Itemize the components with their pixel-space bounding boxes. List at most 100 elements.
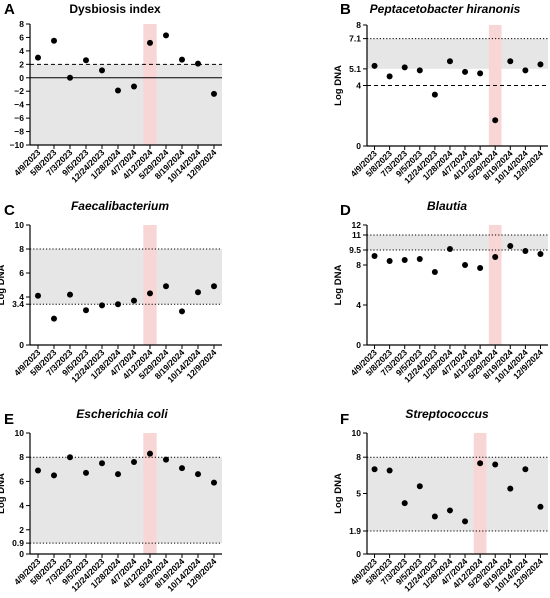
data-point xyxy=(401,500,408,507)
panel-e: 00.92468104/9/20235/8/20237/3/20239/5/20… xyxy=(0,407,222,593)
y-tick-label: −2 xyxy=(14,86,24,96)
panel-title: Streptococcus xyxy=(405,407,489,421)
data-point xyxy=(431,269,438,275)
data-point xyxy=(522,466,529,473)
reference-range-band xyxy=(30,457,222,544)
panel-letter: E xyxy=(4,411,14,428)
y-tick-label: 1.9 xyxy=(349,526,361,536)
y-tick-label: 0 xyxy=(19,340,24,350)
y-axis-label: Log DNA xyxy=(0,473,7,514)
data-point xyxy=(492,254,499,260)
data-point xyxy=(179,465,185,472)
y-tick-label: 9.5 xyxy=(349,245,361,255)
y-tick-label: 2 xyxy=(19,525,24,535)
reference-range-band xyxy=(30,249,222,305)
data-point xyxy=(462,518,469,525)
data-point xyxy=(163,456,169,463)
data-point xyxy=(163,32,169,39)
data-point xyxy=(416,256,423,262)
data-point xyxy=(386,467,393,474)
reference-range-band xyxy=(30,64,222,145)
panel-b: 045.17.184/9/20235/8/20237/3/20239/5/202… xyxy=(333,1,548,185)
panel-title: Faecalibacterium xyxy=(71,199,169,213)
data-point xyxy=(371,466,378,473)
y-tick-label: 8 xyxy=(19,244,24,254)
y-tick-label: 8 xyxy=(356,452,361,462)
highlight-band xyxy=(143,24,157,145)
y-tick-label: 0 xyxy=(356,141,361,151)
data-point xyxy=(115,301,121,308)
data-point xyxy=(211,479,217,486)
data-point xyxy=(371,253,378,259)
data-point xyxy=(99,302,105,309)
data-point xyxy=(115,87,121,94)
data-point xyxy=(131,83,137,90)
y-tick-label: 0.9 xyxy=(12,538,24,548)
y-tick-label: 4 xyxy=(19,501,24,511)
data-point xyxy=(99,67,105,74)
data-point xyxy=(115,471,121,478)
highlight-band xyxy=(488,225,502,345)
highlight-band xyxy=(143,433,157,554)
y-axis-label: Log DNA xyxy=(0,265,7,306)
data-point xyxy=(147,450,153,457)
y-tick-label: 11 xyxy=(352,230,361,240)
data-point xyxy=(211,90,217,97)
y-tick-label: 4 xyxy=(19,292,24,302)
data-point xyxy=(35,54,41,61)
panel-letter: D xyxy=(340,202,351,219)
panel-title: Blautia xyxy=(427,199,467,213)
data-point xyxy=(416,67,423,74)
data-point xyxy=(67,74,73,81)
y-tick-label: −10 xyxy=(10,140,25,150)
y-tick-label: 8 xyxy=(356,260,361,270)
data-point xyxy=(147,290,153,297)
y-tick-label: 0 xyxy=(19,73,24,83)
panel-f: 01.958104/9/20235/8/20237/3/20239/5/2023… xyxy=(333,407,548,593)
data-point xyxy=(477,460,484,467)
y-tick-label: −8 xyxy=(14,127,24,137)
data-point xyxy=(537,503,544,510)
y-tick-label: 0 xyxy=(356,549,361,559)
panel-d: 0489.511124/9/20235/8/20237/3/20239/5/20… xyxy=(333,199,548,384)
panel-a: −10−8−6−4−2024684/9/20235/8/20237/3/2023… xyxy=(4,1,222,184)
y-tick-label: 4 xyxy=(356,300,361,310)
data-point xyxy=(163,283,169,290)
y-axis-label: Log DNA xyxy=(333,473,344,514)
data-point xyxy=(131,459,137,466)
y-tick-label: −4 xyxy=(14,100,24,110)
panel-letter: B xyxy=(340,1,351,18)
y-axis-label: Log DNA xyxy=(333,265,344,306)
data-point xyxy=(386,73,393,80)
data-point xyxy=(211,283,217,290)
data-point xyxy=(431,513,438,520)
y-tick-label: 3.4 xyxy=(12,299,24,309)
data-point xyxy=(401,257,408,263)
y-tick-label: 8 xyxy=(19,452,24,462)
y-tick-label: 8 xyxy=(19,19,24,29)
data-point xyxy=(386,258,393,264)
y-tick-label: 5.1 xyxy=(349,64,361,74)
data-point xyxy=(446,507,453,514)
data-point xyxy=(522,67,529,74)
reference-range-band xyxy=(367,457,548,532)
panel-letter: F xyxy=(340,411,349,428)
y-tick-label: 0 xyxy=(19,549,24,559)
reference-range-band xyxy=(367,38,548,69)
data-point xyxy=(462,68,469,75)
y-tick-label: 12 xyxy=(352,220,362,230)
data-point xyxy=(522,248,529,254)
data-point xyxy=(51,315,57,322)
y-tick-label: 10 xyxy=(352,428,362,438)
data-point xyxy=(462,262,469,268)
y-tick-label: 7.1 xyxy=(349,34,361,44)
y-tick-label: 4 xyxy=(19,46,24,56)
data-point xyxy=(99,460,105,467)
data-point xyxy=(35,467,41,474)
data-point xyxy=(51,37,57,44)
panel-letter: C xyxy=(4,202,15,219)
y-tick-label: 10 xyxy=(15,428,25,438)
data-point xyxy=(507,243,514,249)
data-point xyxy=(67,291,73,298)
